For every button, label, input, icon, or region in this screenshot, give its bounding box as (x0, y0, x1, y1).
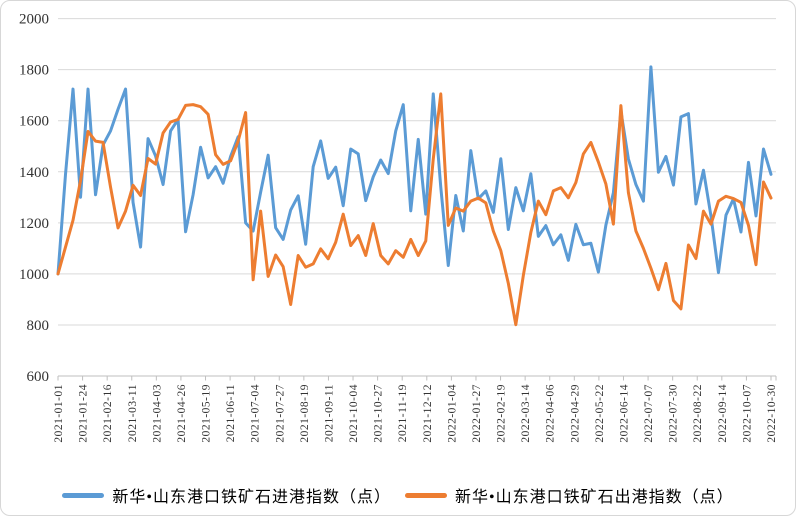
x-axis-tick-label: 2021-03-11 (127, 384, 139, 442)
x-axis-tick-label: 2022-07-07 (643, 384, 655, 443)
x-axis-tick-label: 2022-09-14 (717, 384, 729, 443)
x-axis-tick-label: 2021-07-04 (250, 384, 262, 443)
x-axis-tick-label: 2021-01-01 (53, 384, 65, 443)
legend-item-export-index[interactable]: 新华•山东港口铁矿石出港指数（点） (405, 483, 734, 507)
x-axis-tick-label: 2022-03-14 (520, 384, 532, 443)
import-index-line[interactable] (56, 65, 773, 276)
x-axis-tick-label: 2022-04-29 (569, 384, 581, 443)
x-axis-tick-label: 2022-02-19 (496, 384, 508, 443)
y-axis-tick-label: 1200 (19, 216, 49, 232)
x-axis-tick-label: 2021-05-19 (201, 384, 213, 443)
x-axis-tick-label: 2022-05-22 (594, 384, 606, 443)
x-axis-tick-label: 2022-04-06 (545, 384, 557, 443)
x-axis-tick-label: 2021-09-11 (323, 384, 335, 442)
x-axis-tick-label: 2021-07-27 (274, 384, 286, 443)
x-axis-tick-label: 2022-10-30 (766, 384, 778, 443)
x-axis-tick-label: 2021-10-04 (348, 384, 360, 443)
legend-label-export: 新华•山东港口铁矿石出港指数（点） (455, 489, 734, 506)
y-axis-tick-label: 1000 (19, 267, 49, 283)
x-axis-tick-label: 2021-01-24 (78, 384, 90, 443)
x-axis-tick-label: 2022-10-07 (741, 384, 753, 443)
y-axis-tick-label: 1800 (19, 63, 49, 79)
line-chart-plot: 600 800 1000 1200 1400 1600 1800 2000 2021-01-01… (19, 12, 778, 443)
chart-legend: 新华•山东港口铁矿石进港指数（点） 新华•山东港口铁矿石出港指数（点） (1, 483, 795, 507)
y-axis-tick-label: 600 (27, 369, 50, 385)
y-axis-tick-label: 2000 (19, 12, 49, 28)
x-axis-tick-label: 2022-01-27 (471, 384, 483, 443)
x-axis-tick-label: 2021-11-19 (397, 384, 409, 442)
x-axis-tick-label: 2021-04-26 (176, 384, 188, 443)
x-axis-tick-label: 2021-06-11 (225, 384, 237, 442)
export-series-swatch-icon (405, 492, 447, 498)
export-index-line[interactable] (56, 92, 773, 327)
x-axis-tick-label: 2021-10-27 (373, 384, 385, 443)
legend-label-import: 新华•山东港口铁矿石进港指数（点） (112, 489, 391, 506)
legend-item-import-index[interactable]: 新华•山东港口铁矿石进港指数（点） (62, 483, 391, 507)
x-axis-tick-label: 2022-08-22 (692, 384, 704, 443)
x-axis-tick-label: 2021-08-19 (299, 384, 311, 443)
import-series-swatch-icon (62, 492, 105, 498)
y-axis-tick-label: 1600 (19, 114, 49, 130)
x-axis-tick-label: 2021-02-16 (102, 384, 114, 443)
x-axis-tick-label: 2022-07-30 (668, 384, 680, 443)
x-axis-tick-label: 2021-04-03 (151, 384, 163, 443)
x-axis-tick-label: 2021-12-12 (422, 384, 434, 443)
y-axis-tick-label: 800 (27, 318, 50, 334)
x-axis-tick-label: 2022-06-14 (618, 384, 630, 443)
x-axis-tick-label: 2022-01-04 (446, 384, 458, 443)
y-axis-tick-label: 1400 (19, 165, 49, 181)
